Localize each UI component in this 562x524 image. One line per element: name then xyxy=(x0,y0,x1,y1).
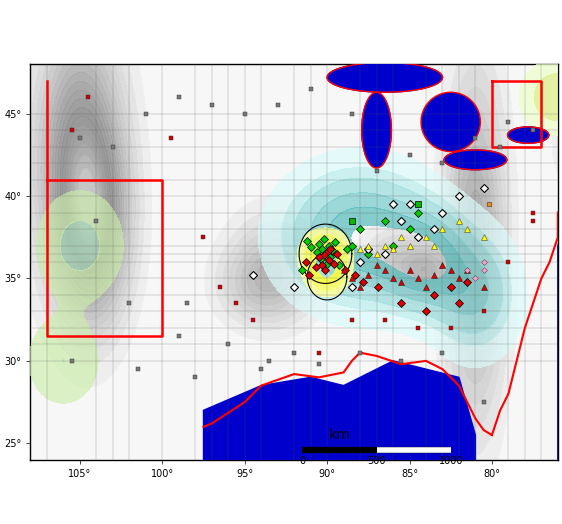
Ellipse shape xyxy=(507,127,549,144)
Polygon shape xyxy=(558,180,562,460)
Ellipse shape xyxy=(422,93,479,151)
Ellipse shape xyxy=(444,150,507,170)
Text: 0: 0 xyxy=(300,456,305,466)
Ellipse shape xyxy=(362,93,391,167)
Ellipse shape xyxy=(327,62,442,92)
Polygon shape xyxy=(203,361,475,460)
Text: 500: 500 xyxy=(368,456,386,466)
Text: 1000: 1000 xyxy=(438,456,463,466)
Text: km: km xyxy=(329,428,350,442)
